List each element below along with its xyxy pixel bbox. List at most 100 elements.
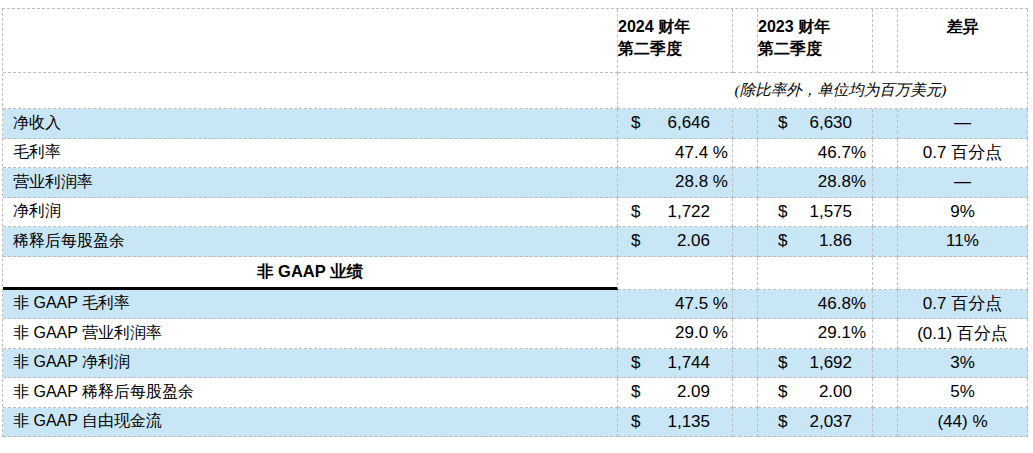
row-label: 非 GAAP 稀释后每股盈余: [3, 378, 618, 408]
cell-value: 2.09: [677, 382, 710, 402]
dollar-sign: $: [631, 382, 640, 402]
dollar-sign: $: [778, 412, 787, 432]
cell-value: 29.0 %: [675, 323, 728, 343]
fy2023-cell: 29.1%: [758, 319, 873, 349]
row-label: 非 GAAP 营业利润率: [3, 319, 618, 349]
column-header-fy2024-q2: 2024 财年 第二季度: [618, 9, 733, 73]
units-note-row: (除比率外，单位均为百万美元): [3, 73, 1028, 109]
difference-cell: —: [898, 109, 1028, 139]
fy2023-cell: $2,037: [758, 408, 873, 438]
column-header-difference: 差异: [898, 9, 1028, 73]
cell-value: 1,722: [667, 202, 710, 222]
fy2024-cell: $2.09: [618, 378, 733, 408]
table-row: 毛利率47.4 %46.7%0.7 百分点: [3, 139, 1028, 169]
table-row: 非 GAAP 毛利率47.5 %46.8%0.7 百分点: [3, 290, 1028, 320]
row-label: 净收入: [3, 109, 618, 139]
spacer-cell: [733, 109, 758, 139]
spacer-cell: [733, 227, 758, 257]
section-header-row: 非 GAAP 业绩: [3, 257, 1028, 290]
row-label: 非 GAAP 毛利率: [3, 290, 618, 320]
spacer-cell: [873, 319, 898, 349]
spacer-cell: [733, 408, 758, 438]
header-empty-cell: [3, 9, 618, 73]
spacer-cell: [873, 198, 898, 228]
table-row: 非 GAAP 净利润 $1,744 $1,692 3%: [3, 349, 1028, 379]
section-empty-cell: [618, 257, 733, 290]
fy2023-cell: $1,575: [758, 198, 873, 228]
fy2023-cell: $1.86: [758, 227, 873, 257]
dollar-sign: $: [631, 231, 640, 251]
fy2023-header-line1: 2023 财年: [758, 16, 830, 38]
header-spacer-cell: [733, 9, 758, 73]
difference-cell: 9%: [898, 198, 1028, 228]
dollar-sign: $: [631, 202, 640, 222]
row-label: 净利润: [3, 198, 618, 228]
row-label: 营业利润率: [3, 168, 618, 198]
row-label: 非 GAAP 净利润: [3, 349, 618, 379]
table-header-row: 2024 财年 第二季度 2023 财年 第二季度 差异: [3, 9, 1028, 73]
section-header-label: 非 GAAP 业绩: [3, 257, 618, 290]
difference-cell: (44) %: [898, 408, 1028, 438]
difference-cell: 0.7 百分点: [898, 139, 1028, 169]
cell-value: 2.06: [677, 231, 710, 251]
spacer-cell: [733, 290, 758, 320]
table-row: 非 GAAP 营业利润率 29.0 % 29.1% (0.1) 百分点: [3, 319, 1028, 349]
fy2024-cell: 47.4 %: [618, 139, 733, 169]
spacer-cell: [873, 349, 898, 379]
fy2023-header-line2: 第二季度: [758, 38, 822, 60]
spacer-cell: [733, 198, 758, 228]
table-row: 非 GAAP 稀释后每股盈余$2.09$2.005%: [3, 378, 1028, 408]
units-note: (除比率外，单位均为百万美元): [618, 73, 1028, 109]
fy2024-cell: 28.8 %: [618, 168, 733, 198]
fy2024-header-line2: 第二季度: [618, 38, 682, 60]
fy2023-cell: 28.8%: [758, 168, 873, 198]
dollar-sign: $: [631, 113, 640, 133]
cell-value: 28.8 %: [675, 172, 728, 192]
difference-cell: —: [898, 168, 1028, 198]
difference-cell: 3%: [898, 349, 1028, 379]
row-label: 稀释后每股盈余: [3, 227, 618, 257]
fy2024-cell: 29.0 %: [618, 319, 733, 349]
header-spacer-cell: [873, 9, 898, 73]
fy2024-cell: $1,722: [618, 198, 733, 228]
dollar-sign: $: [778, 231, 787, 251]
spacer-cell: [873, 408, 898, 438]
cell-value: 46.7%: [818, 143, 866, 163]
table-row: 非 GAAP 自由现金流$1,135$2,037(44) %: [3, 408, 1028, 438]
fy2024-cell: 47.5 %: [618, 290, 733, 320]
cell-value: 46.8%: [818, 294, 866, 314]
cell-value: 28.8%: [818, 172, 866, 192]
fy2023-cell: $2.00: [758, 378, 873, 408]
fy2023-cell: $6,630: [758, 109, 873, 139]
cell-value: 1,744: [667, 353, 710, 373]
cell-value: 6,630: [809, 113, 852, 133]
spacer-cell: [733, 319, 758, 349]
section-empty-cell: [873, 257, 898, 290]
dollar-sign: $: [778, 113, 787, 133]
spacer-cell: [873, 139, 898, 169]
spacer-cell: [873, 290, 898, 320]
fy2023-cell: $1,692: [758, 349, 873, 379]
cell-value: 2,037: [809, 412, 852, 432]
spacer-cell: [733, 378, 758, 408]
dollar-sign: $: [778, 353, 787, 373]
dollar-sign: $: [631, 412, 640, 432]
fy2024-cell: $2.06: [618, 227, 733, 257]
cell-value: 1.86: [819, 231, 852, 251]
table-body: 净收入$6,646$6,630—毛利率47.4 %46.7%0.7 百分点营业利…: [3, 109, 1028, 437]
spacer-cell: [873, 227, 898, 257]
difference-cell: (0.1) 百分点: [898, 319, 1028, 349]
cell-value: 47.5 %: [675, 294, 728, 314]
dollar-sign: $: [778, 382, 787, 402]
spacer-cell: [873, 378, 898, 408]
spacer-cell: [733, 168, 758, 198]
section-empty-cell: [898, 257, 1028, 290]
financial-results-table: 2024 财年 第二季度 2023 财年 第二季度 差异 (除比率外，单位均为百…: [2, 8, 1028, 437]
fy2024-header-line1: 2024 财年: [618, 16, 690, 38]
cell-value: 1,575: [809, 202, 852, 222]
difference-cell: 5%: [898, 378, 1028, 408]
spacer-cell: [733, 349, 758, 379]
table-row: 营业利润率 28.8 % 28.8% —: [3, 168, 1028, 198]
note-row-empty-cell: [3, 73, 618, 109]
dollar-sign: $: [631, 353, 640, 373]
